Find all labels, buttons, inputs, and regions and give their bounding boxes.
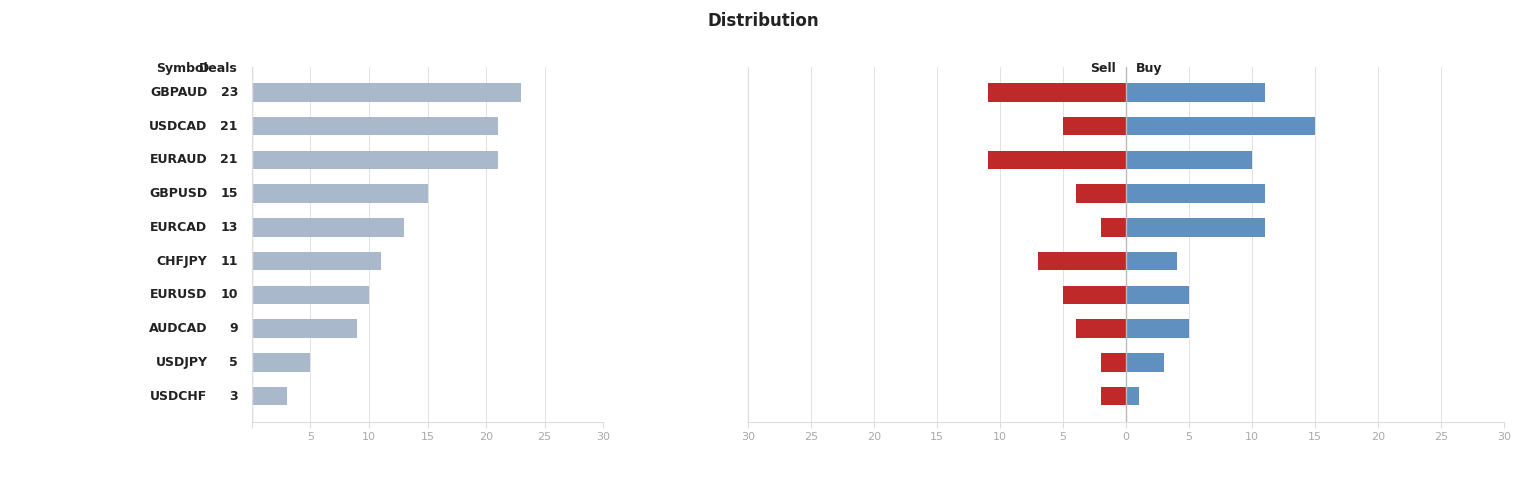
- Bar: [988, 83, 1125, 102]
- Text: Distribution: Distribution: [707, 12, 820, 30]
- Bar: [1125, 151, 1252, 169]
- Bar: [252, 387, 287, 405]
- Text: 15: 15: [220, 187, 238, 200]
- Bar: [1125, 83, 1264, 102]
- Bar: [1125, 319, 1190, 338]
- Bar: [1101, 353, 1125, 372]
- Text: Symbol: Symbol: [156, 62, 208, 75]
- Text: Deals: Deals: [199, 62, 238, 75]
- Bar: [252, 285, 370, 304]
- Text: CHFJPY: CHFJPY: [157, 255, 208, 268]
- Bar: [252, 319, 357, 338]
- Text: USDCAD: USDCAD: [150, 120, 208, 133]
- Bar: [252, 218, 405, 237]
- Bar: [1125, 252, 1177, 271]
- Text: EURUSD: EURUSD: [150, 288, 208, 301]
- Text: 10: 10: [220, 288, 238, 301]
- Text: AUDCAD: AUDCAD: [150, 322, 208, 335]
- Bar: [252, 252, 380, 271]
- Text: 23: 23: [220, 86, 238, 99]
- Bar: [1125, 218, 1264, 237]
- Text: 13: 13: [220, 221, 238, 234]
- Text: 11: 11: [220, 255, 238, 268]
- Text: 21: 21: [220, 153, 238, 166]
- Text: EURAUD: EURAUD: [150, 153, 208, 166]
- Bar: [1125, 353, 1164, 372]
- Bar: [252, 151, 498, 169]
- Bar: [1038, 252, 1125, 271]
- Bar: [1075, 184, 1125, 203]
- Text: GBPAUD: GBPAUD: [150, 86, 208, 99]
- Bar: [1125, 285, 1190, 304]
- Bar: [1063, 285, 1125, 304]
- Bar: [1125, 387, 1139, 405]
- Text: Buy: Buy: [1136, 62, 1162, 75]
- Bar: [252, 83, 521, 102]
- Text: GBPUSD: GBPUSD: [150, 187, 208, 200]
- Text: 5: 5: [229, 356, 238, 369]
- Bar: [252, 117, 498, 136]
- Bar: [252, 184, 428, 203]
- Bar: [252, 353, 310, 372]
- Text: USDJPY: USDJPY: [156, 356, 208, 369]
- Text: 21: 21: [220, 120, 238, 133]
- Text: 3: 3: [229, 389, 238, 403]
- Text: EURCAD: EURCAD: [150, 221, 208, 234]
- Text: 9: 9: [229, 322, 238, 335]
- Bar: [1101, 218, 1125, 237]
- Bar: [1125, 117, 1315, 136]
- Bar: [1075, 319, 1125, 338]
- Text: USDCHF: USDCHF: [150, 389, 208, 403]
- Bar: [988, 151, 1125, 169]
- Text: Sell: Sell: [1090, 62, 1116, 75]
- Bar: [1063, 117, 1125, 136]
- Bar: [1125, 184, 1264, 203]
- Bar: [1101, 387, 1125, 405]
